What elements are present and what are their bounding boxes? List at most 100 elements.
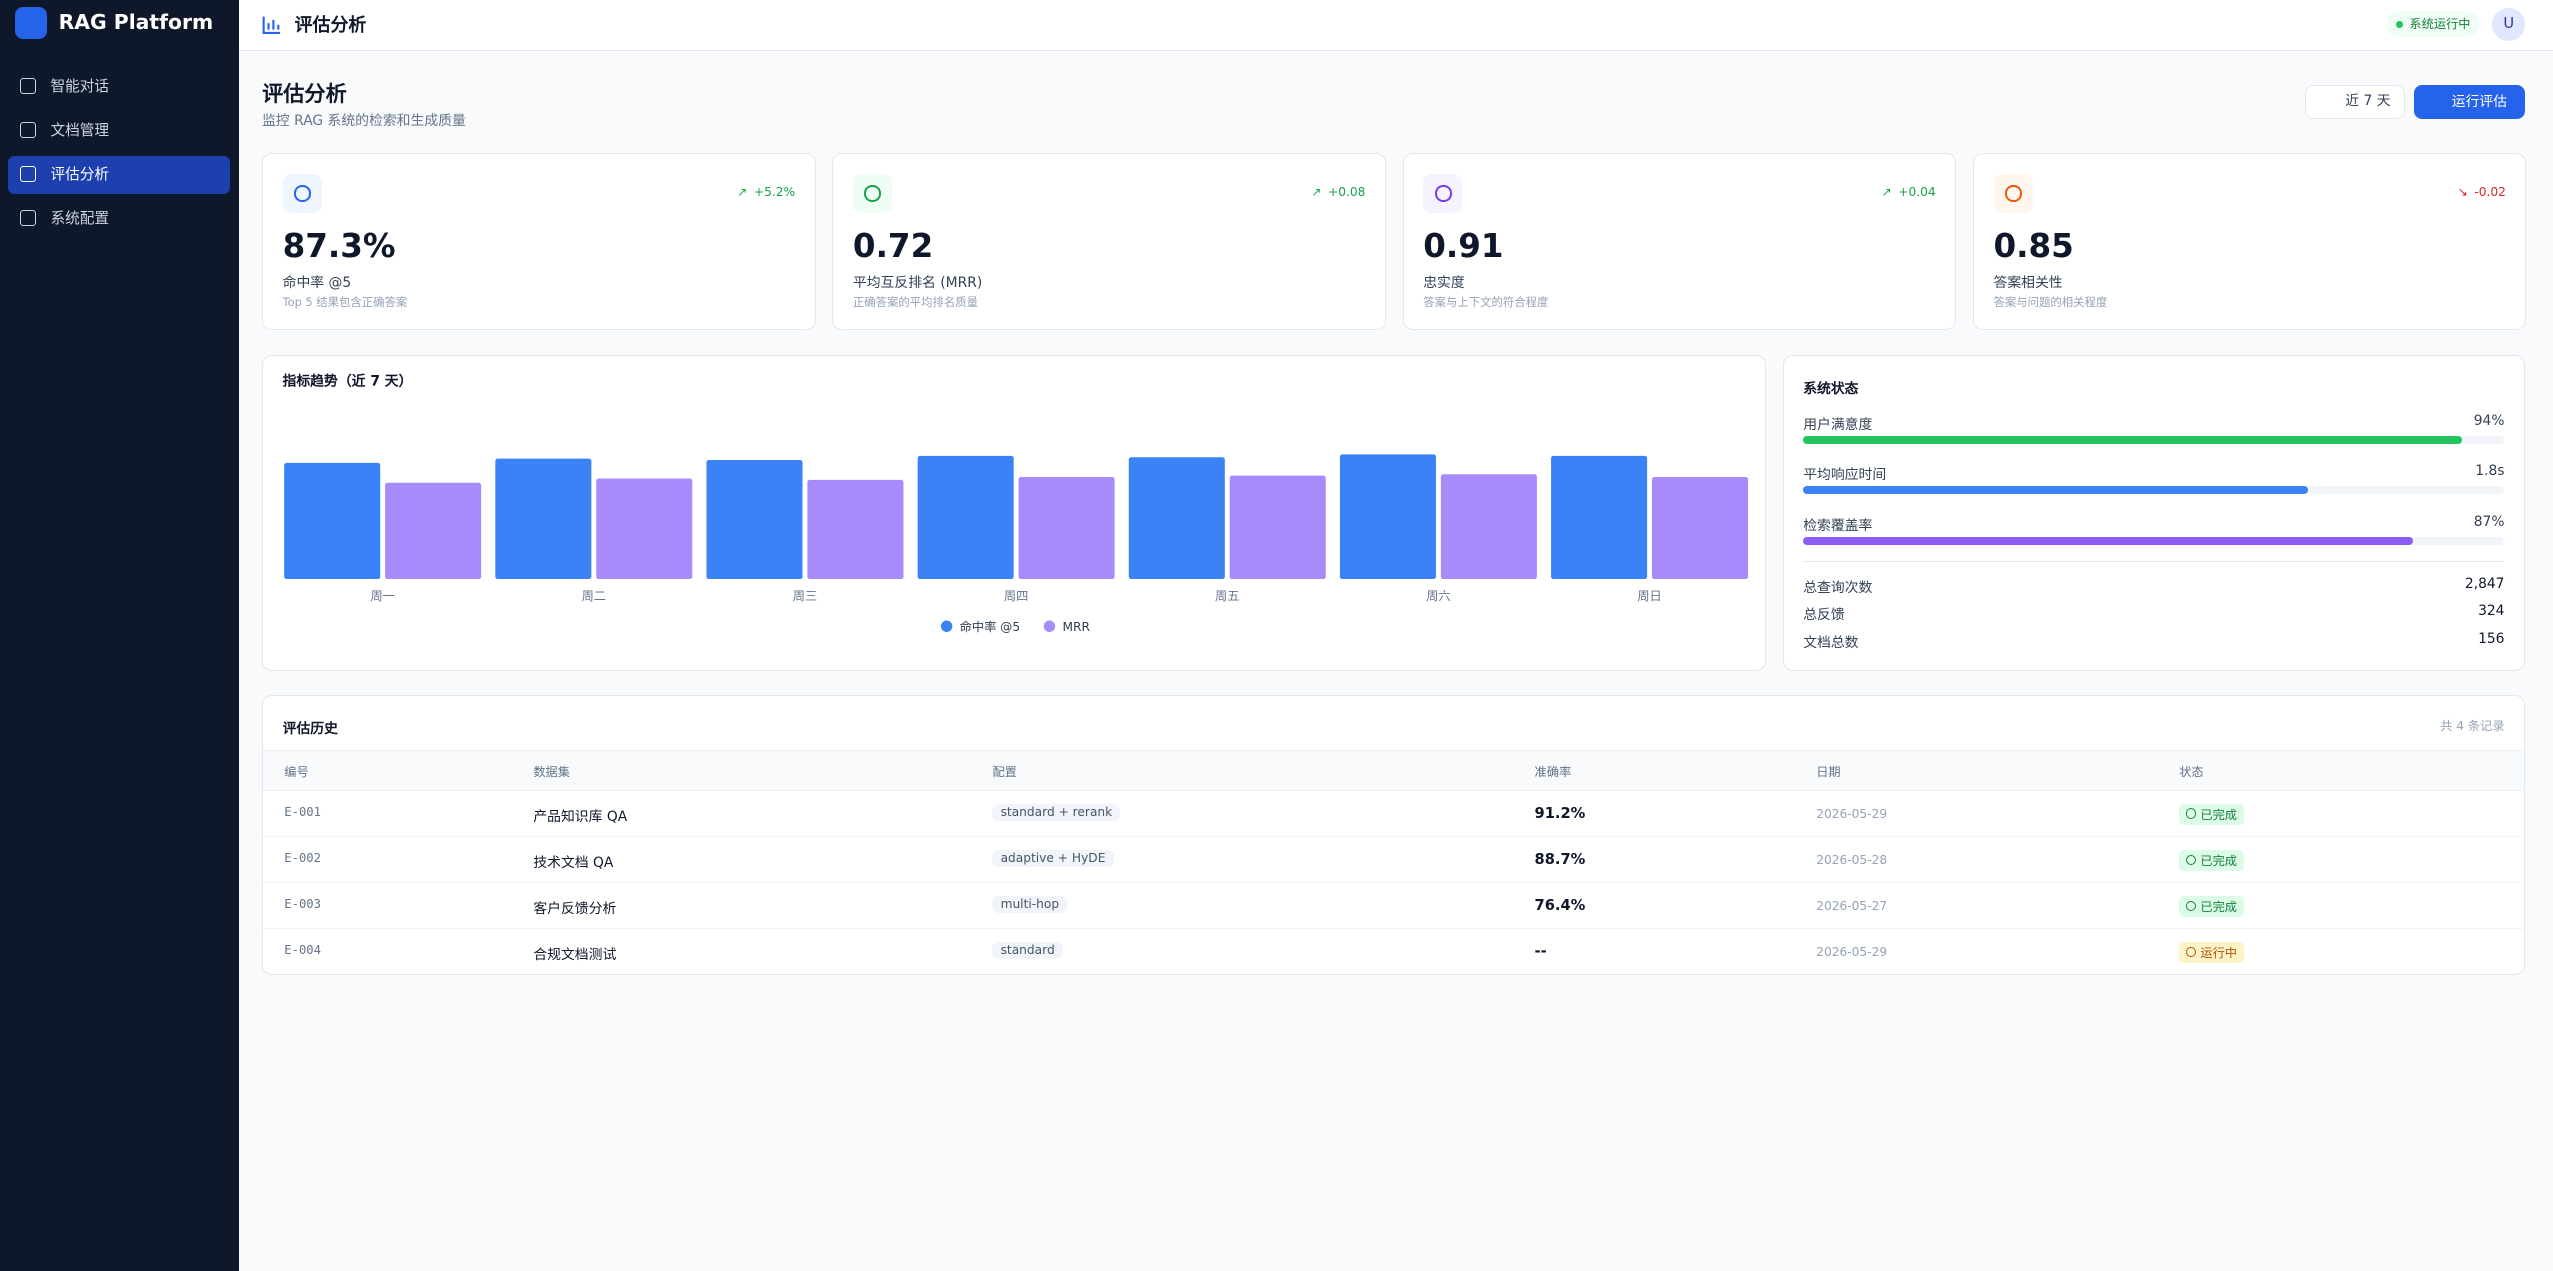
stat-label: 文档总数 (1803, 635, 1859, 652)
topbar: 评估分析 系统运行中 U (239, 0, 2553, 52)
kpi-icon (852, 173, 892, 213)
bar (807, 479, 904, 579)
table-row: E-004 合规文档测试 standard -- 2026-05-29 运行中 (263, 929, 2524, 975)
status: 已完成 (2179, 849, 2244, 871)
avatar[interactable]: U (2492, 8, 2525, 41)
accuracy: 88.7% (1534, 851, 1586, 869)
bar (385, 482, 482, 579)
run-button[interactable]: 运行评估 (2414, 84, 2526, 119)
bar (1652, 476, 1749, 579)
brand-icon (14, 6, 48, 40)
date: 2026-05-28 (1816, 852, 1888, 867)
record-count: 共 4 条记录 (2440, 718, 2505, 733)
kpi-value: 0.85 (1993, 227, 2074, 266)
kpi-desc: 答案与问题的相关程度 (1993, 295, 2108, 310)
column-header: 配置 (992, 765, 1017, 780)
bar (1229, 475, 1326, 579)
legend-swatch (1043, 620, 1056, 632)
sidebar: RAG Platform 智能对话文档管理评估分析系统配置 (0, 0, 240, 1271)
nav-item[interactable]: 文档管理 (8, 112, 229, 149)
status-card: 系统状态 用户满意度 94% 平均响应时间 1.8s 检索覆盖率 87% 总查询次数 2,84… (1782, 354, 2526, 671)
progress-fill (1803, 435, 2463, 444)
nav-item[interactable]: 评估分析 (8, 156, 230, 194)
column-header: 数据集 (533, 765, 570, 780)
dataset: 合规文档测试 (533, 947, 617, 964)
stat-label: 总反馈 (1803, 607, 1845, 624)
nav-icon (19, 122, 36, 139)
kpi-desc: 正确答案的平均排名质量 (852, 295, 979, 310)
nav-icon (19, 78, 36, 95)
history-card: 评估历史 共 4 条记录 编号 数据集 配置 准确率 日期 状态 E-001 产品知识库 Q… (262, 695, 2525, 976)
nav-icon (19, 210, 36, 227)
kpi-value: 0.91 (1423, 227, 1504, 266)
brand: RAG Platform (58, 9, 214, 34)
system-status: 系统运行中 (2386, 11, 2481, 38)
bar (706, 459, 803, 579)
accuracy: 91.2% (1534, 805, 1586, 823)
kpi-delta: ↗ +0.04 (1882, 185, 1936, 199)
status-label: 平均响应时间 (1803, 467, 1887, 484)
nav-icon (19, 166, 36, 183)
legend-label: 命中率 @5 (960, 619, 1020, 634)
trend-arrow: ↗ (1311, 184, 1322, 199)
id: E-004 (284, 943, 321, 958)
kpi-card: ↗ +0.08 0.72 平均互反排名 (MRR) 正确答案的平均排名质量 (832, 153, 1386, 331)
column-header: 编号 (284, 765, 309, 780)
progress-fill (1803, 536, 2414, 545)
column-header: 准确率 (1534, 765, 1572, 780)
date: 2026-05-27 (1816, 898, 1888, 913)
x-tick-label: 周四 (1004, 589, 1028, 603)
kpi-label: 忠实度 (1423, 275, 1465, 292)
nav-item[interactable]: 系统配置 (8, 200, 229, 237)
progress-fill (1803, 486, 2309, 495)
kpi-card: ↗ +0.04 0.91 忠实度答案与上下文的符合程度 (1402, 153, 1957, 331)
legend-label: MRR (1063, 620, 1091, 634)
config: standard (992, 941, 1063, 960)
stat-row: 总查询次数 2,847 (1803, 576, 2504, 596)
status-row: 平均响应时间 1.8s (1803, 463, 2504, 483)
stat-row: 文档总数 156 (1803, 631, 2504, 651)
kpi-card: ↘ -0.02 0.85 答案相关性 答案与问题的相关程度 (1972, 153, 2527, 331)
kpi-value: 87.3% (282, 227, 396, 266)
bar (1551, 455, 1648, 579)
stat-row: 总反馈 324 (1803, 603, 2504, 623)
stat-value: 2,847 (2464, 575, 2505, 592)
kpi-delta: ↘ -0.02 (2458, 185, 2506, 199)
date: 2026-05-29 (1816, 945, 1888, 960)
accuracy: 76.4% (1534, 897, 1586, 915)
kpi-desc: 答案与上下文的符合程度 (1423, 295, 1549, 310)
kpi-label: 平均互反排名 (MRR) (852, 275, 983, 292)
progress-track (1803, 435, 2505, 444)
x-tick-label: 周日 (1637, 589, 1661, 603)
bar (495, 458, 592, 579)
id: E-002 (284, 851, 321, 866)
status-row: 检索覆盖率 87% (1803, 514, 2504, 534)
legend: 命中率 @5 MRR (941, 619, 1091, 634)
status-row: 用户满意度 94% (1803, 413, 2504, 433)
bar (284, 462, 381, 579)
column-header: 状态 (2179, 765, 2204, 780)
x-tick-label: 周二 (582, 589, 606, 603)
delta-value: +0.04 (1898, 184, 1936, 199)
stat-value: 156 (2478, 631, 2505, 648)
kpi-card: ↗ +5.2% 87.3% 命中率 @5 Top 5 结果包含正确答案 (262, 153, 816, 331)
range-button[interactable]: 近 7 天 (2305, 84, 2405, 119)
delta-value: +5.2% (753, 184, 796, 199)
nav-label: 系统配置 (50, 210, 109, 228)
table-row: E-003 客户反馈分析 multi-hop 76.4% 2026-05-27 已完成 (263, 883, 2524, 930)
status-title: 系统状态 (1803, 381, 1859, 398)
stat-value: 324 (2478, 603, 2505, 620)
status: 已完成 (2179, 803, 2244, 825)
bar (1128, 457, 1225, 579)
nav-label: 文档管理 (50, 122, 109, 140)
dataset: 技术文档 QA (533, 855, 614, 872)
column-header: 日期 (1816, 765, 1841, 780)
kpi-desc: Top 5 结果包含正确答案 (282, 295, 408, 310)
table-row: E-001 产品知识库 QA standard + rerank 91.2% 2026-… (263, 791, 2524, 838)
chart-card: 指标趋势（近 7 天） 周一 周二 周三 周四 周五 周六 周日 命中率 @5 MRR (262, 354, 1767, 671)
nav-item[interactable]: 智能对话 (8, 68, 229, 105)
trend-arrow: ↗ (1881, 184, 1892, 199)
status-value: 94% (2473, 412, 2505, 429)
kpi-icon (282, 173, 322, 213)
